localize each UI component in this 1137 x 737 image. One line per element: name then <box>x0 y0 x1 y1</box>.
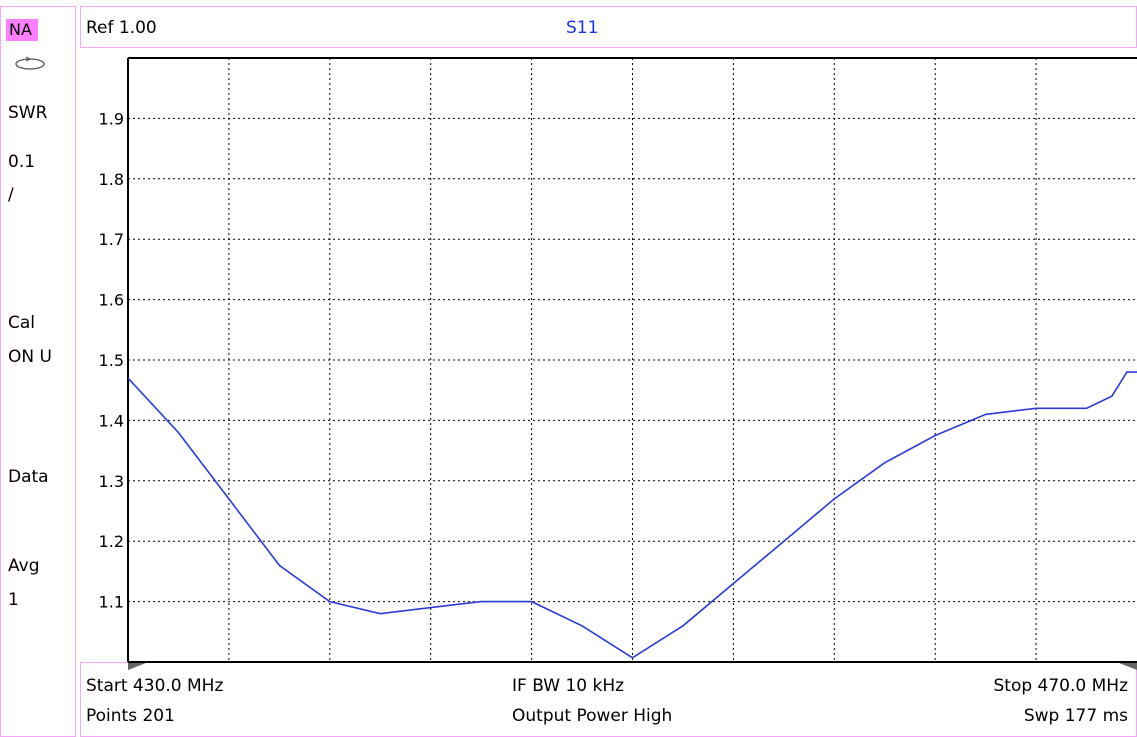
trace-s11-line <box>127 371 1137 659</box>
sweep-time[interactable]: Swp 177 ms <box>1023 706 1128 726</box>
reference-level[interactable]: Ref 1.00 <box>86 18 157 38</box>
y-tick-label: 1.1 <box>99 593 124 612</box>
points-count[interactable]: Points 201 <box>86 706 175 726</box>
y-tick-label: 1.6 <box>99 291 124 310</box>
circle-arrow-icon <box>15 56 45 70</box>
y-tick-label: 1.5 <box>99 351 124 370</box>
y-tick-label: 1.8 <box>99 170 124 189</box>
start-marker-icon <box>128 663 146 670</box>
y-tick-label: 1.3 <box>99 472 124 491</box>
scale-value[interactable]: 0.1 <box>8 152 36 172</box>
stop-marker-icon <box>1119 663 1137 670</box>
cal-label[interactable]: Cal <box>8 313 36 333</box>
stop-frequency[interactable]: Stop 470.0 MHz <box>993 676 1129 696</box>
y-tick-label: 1.4 <box>99 411 124 430</box>
display-label[interactable]: Data <box>8 467 49 487</box>
y-tick-label: 1.2 <box>99 532 124 551</box>
scale-suffix: / <box>8 185 14 205</box>
output-power[interactable]: Output Power High <box>512 706 673 726</box>
start-frequency[interactable]: Start 430.0 MHz <box>86 676 224 696</box>
format-label[interactable]: SWR <box>8 103 48 123</box>
if-bandwidth[interactable]: IF BW 10 kHz <box>512 676 625 696</box>
avg-value[interactable]: 1 <box>8 590 19 610</box>
avg-label[interactable]: Avg <box>8 556 40 576</box>
cal-value[interactable]: ON U <box>8 347 52 367</box>
mode-badge[interactable]: NA <box>6 19 38 41</box>
y-tick-label: 1.7 <box>99 230 124 249</box>
trace-title[interactable]: S11 <box>566 18 599 38</box>
y-tick-label: 1.9 <box>99 109 124 128</box>
